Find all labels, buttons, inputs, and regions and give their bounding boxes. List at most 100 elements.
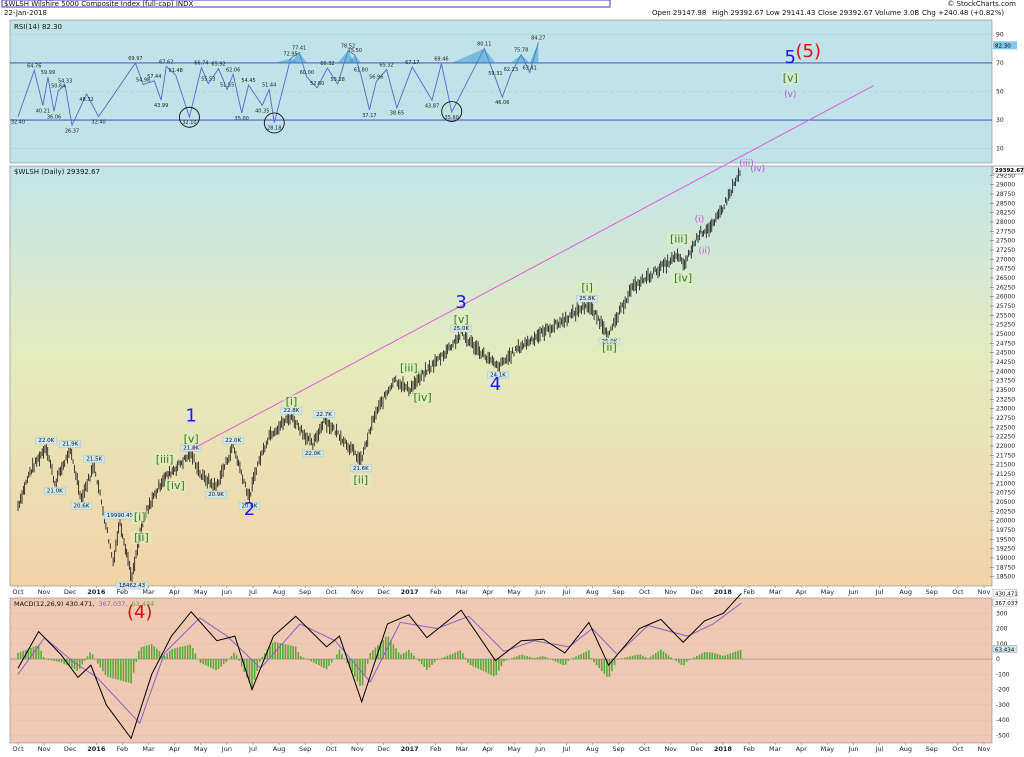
rsi-value-label: 63.41 — [523, 65, 537, 71]
time-axis-label: Feb — [430, 588, 442, 596]
rsi-overbought-fill — [510, 54, 530, 63]
wave-label: [iii] — [400, 361, 418, 374]
wave-label: (5) — [796, 41, 822, 62]
time-axis-macd: Oct Nov Dec 2016 Feb Mar Apr May Jun Jul Aug Sep Oct… — [12, 743, 990, 753]
rsi-circle-highlight — [178, 106, 200, 128]
time-axis-label: Nov — [978, 745, 991, 753]
wave-label-box — [452, 312, 470, 326]
price-label-box — [238, 502, 261, 510]
wave-label: (i) — [695, 215, 705, 225]
time-axis-label: Feb — [743, 745, 755, 753]
price-tick-label: 24500 — [996, 350, 1015, 357]
wave-label-box — [781, 71, 799, 85]
time-axis-label: Nov — [664, 588, 677, 596]
rsi-line — [17, 42, 539, 127]
rsi-value-label: 52.60 — [310, 81, 324, 87]
wave-label: [i] — [286, 395, 298, 408]
price-tick-label: 26750 — [996, 266, 1015, 273]
price-y-ticks: 18500 18750 19000 19250 19500 19750 20000 20250… — [990, 172, 1015, 581]
time-axis-label: Aug — [586, 588, 599, 596]
time-axis-label: Mar — [769, 745, 782, 753]
price-value-label: 20.9K — [208, 492, 224, 498]
time-axis-label: Oct — [639, 745, 651, 753]
rsi-tick-label: 50 — [996, 89, 1004, 96]
time-axis-price: Oct Nov Dec 2016 Feb Mar Apr May Jun Jul Aug Sep Oct… — [12, 586, 990, 596]
time-axis-label: 2018 — [714, 588, 733, 596]
macd-last-value: 367.037 — [995, 601, 1018, 607]
macd-label-hist: 63.434 — [132, 600, 155, 608]
price-label-box — [83, 455, 105, 463]
price-label-box — [487, 371, 509, 379]
rsi-value-label: 43.99 — [154, 103, 168, 109]
time-axis-label: Jul — [248, 588, 257, 596]
price-value-label: 22.8K — [283, 408, 299, 414]
price-tick-label: 24000 — [996, 368, 1015, 375]
rsi-tick-label: 90 — [996, 31, 1004, 38]
rsi-value-label: 59.31 — [488, 71, 502, 77]
price-last-value: 29392.67 — [995, 168, 1024, 174]
price-value-label: 20.6K — [73, 503, 89, 509]
elliott-wave-annotations — [190, 85, 874, 451]
price-tick-label: 25000 — [996, 331, 1015, 338]
time-axis-label: Jul — [561, 588, 570, 596]
price-value-label: 19990.45 — [107, 513, 134, 519]
macd-label-signal: 367.037, — [98, 600, 127, 608]
price-tick-label: 28750 — [996, 191, 1015, 198]
rsi-value-label: 46.06 — [495, 100, 509, 106]
rsi-circle-highlight — [441, 101, 463, 122]
rsi-last-tag — [993, 41, 1017, 50]
time-axis-label: Nov — [38, 588, 51, 596]
wave-label-box — [131, 510, 149, 524]
time-axis-label: Aug — [899, 588, 912, 596]
time-axis-label: Jun — [221, 745, 232, 753]
price-tick-label: 23000 — [996, 406, 1015, 413]
price-tick-label: 27250 — [996, 247, 1015, 254]
price-panel: $WLSH (Daily) 29392.67 18500 18750 19000 19… — [9, 85, 1024, 590]
wave-label-box — [350, 473, 372, 487]
macd-panel-bg — [9, 597, 993, 744]
price-tick-label: 22750 — [996, 415, 1015, 422]
time-axis-label: Dec — [377, 588, 390, 596]
price-value-label: 21.0K — [47, 488, 63, 494]
time-axis-label: Jun — [221, 588, 232, 596]
price-tick-label: 20000 — [996, 518, 1015, 525]
rsi-value-label: 60.00 — [300, 70, 314, 76]
price-label-box — [302, 449, 324, 458]
price-label-box — [222, 436, 244, 445]
rsi-value-label: 26.37 — [65, 128, 79, 134]
rsi-tick-label: 10 — [996, 146, 1004, 153]
time-axis-label: Jul — [875, 745, 884, 753]
price-value-label: 25.0K — [453, 326, 469, 332]
time-axis-label: Sep — [612, 588, 624, 596]
price-tick-label: 25500 — [996, 312, 1015, 319]
price-tick-label: 21750 — [996, 452, 1015, 459]
wave-label: [iii] — [156, 453, 174, 466]
price-tick-label: 22500 — [996, 424, 1015, 431]
rsi-value-label: 51.44 — [262, 82, 276, 88]
time-axis-label: Jul — [248, 745, 257, 753]
wave-label: (4) — [127, 602, 153, 623]
rsi-series — [17, 42, 539, 127]
wave-label: (v) — [784, 90, 796, 100]
rsi-levels: 90 70 50 30 10 — [10, 31, 1004, 153]
time-axis-label: 2018 — [714, 745, 733, 753]
rsi-value-label: 66.32 — [320, 61, 334, 67]
wave-label: [iv] — [413, 391, 431, 404]
rsi-label: RSI(14) 82.30 — [14, 23, 62, 31]
rsi-value-label: 36.06 — [47, 114, 61, 120]
price-tick-label: 23500 — [996, 387, 1015, 394]
rsi-value-label: 54.98 — [136, 77, 150, 83]
rsi-value-label: 69.46 — [434, 57, 448, 63]
price-tick-label: 28000 — [996, 219, 1015, 226]
rsi-value-label: 38.65 — [390, 111, 404, 117]
price-tick-label: 23250 — [996, 396, 1015, 403]
macd-last-value: 430.471 — [995, 591, 1018, 597]
price-tick-label: 21500 — [996, 462, 1015, 469]
price-tick-label: 27000 — [996, 256, 1015, 263]
rsi-value-label: 77.41 — [292, 45, 306, 51]
time-axis-label: Dec — [64, 745, 77, 753]
rsi-value-label: 75.78 — [514, 48, 528, 54]
price-tick-label: 26500 — [996, 275, 1015, 282]
price-tick-label: 29250 — [996, 172, 1015, 179]
